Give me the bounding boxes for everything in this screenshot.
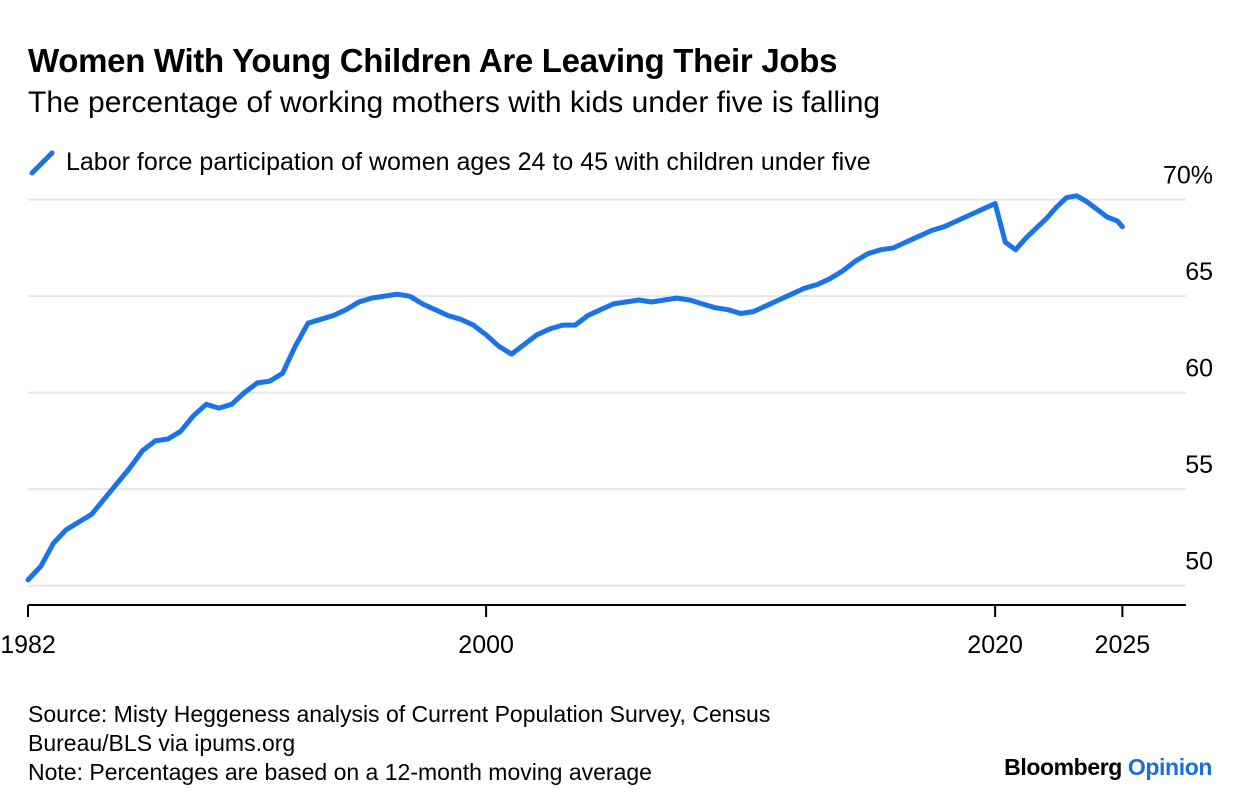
brand-section: Opinion xyxy=(1127,754,1212,780)
y-tick-label: 50 xyxy=(1185,548,1213,576)
chart-legend: Labor force participation of women ages … xyxy=(28,148,871,177)
brand-name: Bloomberg xyxy=(1004,754,1122,780)
source-line-2: Bureau/BLS via ipums.org xyxy=(28,730,296,756)
brand-logo: Bloomberg Opinion xyxy=(1004,754,1212,781)
series-line xyxy=(25,193,1125,583)
x-tick-label: 1982 xyxy=(0,631,56,659)
y-tick-label: 70% xyxy=(1163,162,1213,190)
chart-title: Women With Young Children Are Leaving Th… xyxy=(28,42,838,79)
chart-subtitle: The percentage of working mothers with k… xyxy=(28,86,881,119)
note-line: Note: Percentages are based on a 12-mont… xyxy=(28,759,652,785)
legend-label: Labor force participation of women ages … xyxy=(66,148,871,176)
chart-footer: Source: Misty Heggeness analysis of Curr… xyxy=(28,700,770,787)
x-tick-label: 2025 xyxy=(1095,631,1151,659)
y-tick-label: 60 xyxy=(1185,355,1213,383)
x-tick-label: 2000 xyxy=(458,631,514,659)
y-tick-label: 65 xyxy=(1185,258,1213,286)
y-tick-label: 55 xyxy=(1185,451,1213,479)
source-line-1: Source: Misty Heggeness analysis of Curr… xyxy=(28,701,771,727)
x-tick-label: 2020 xyxy=(967,631,1023,659)
line-swatch-icon xyxy=(29,150,55,175)
